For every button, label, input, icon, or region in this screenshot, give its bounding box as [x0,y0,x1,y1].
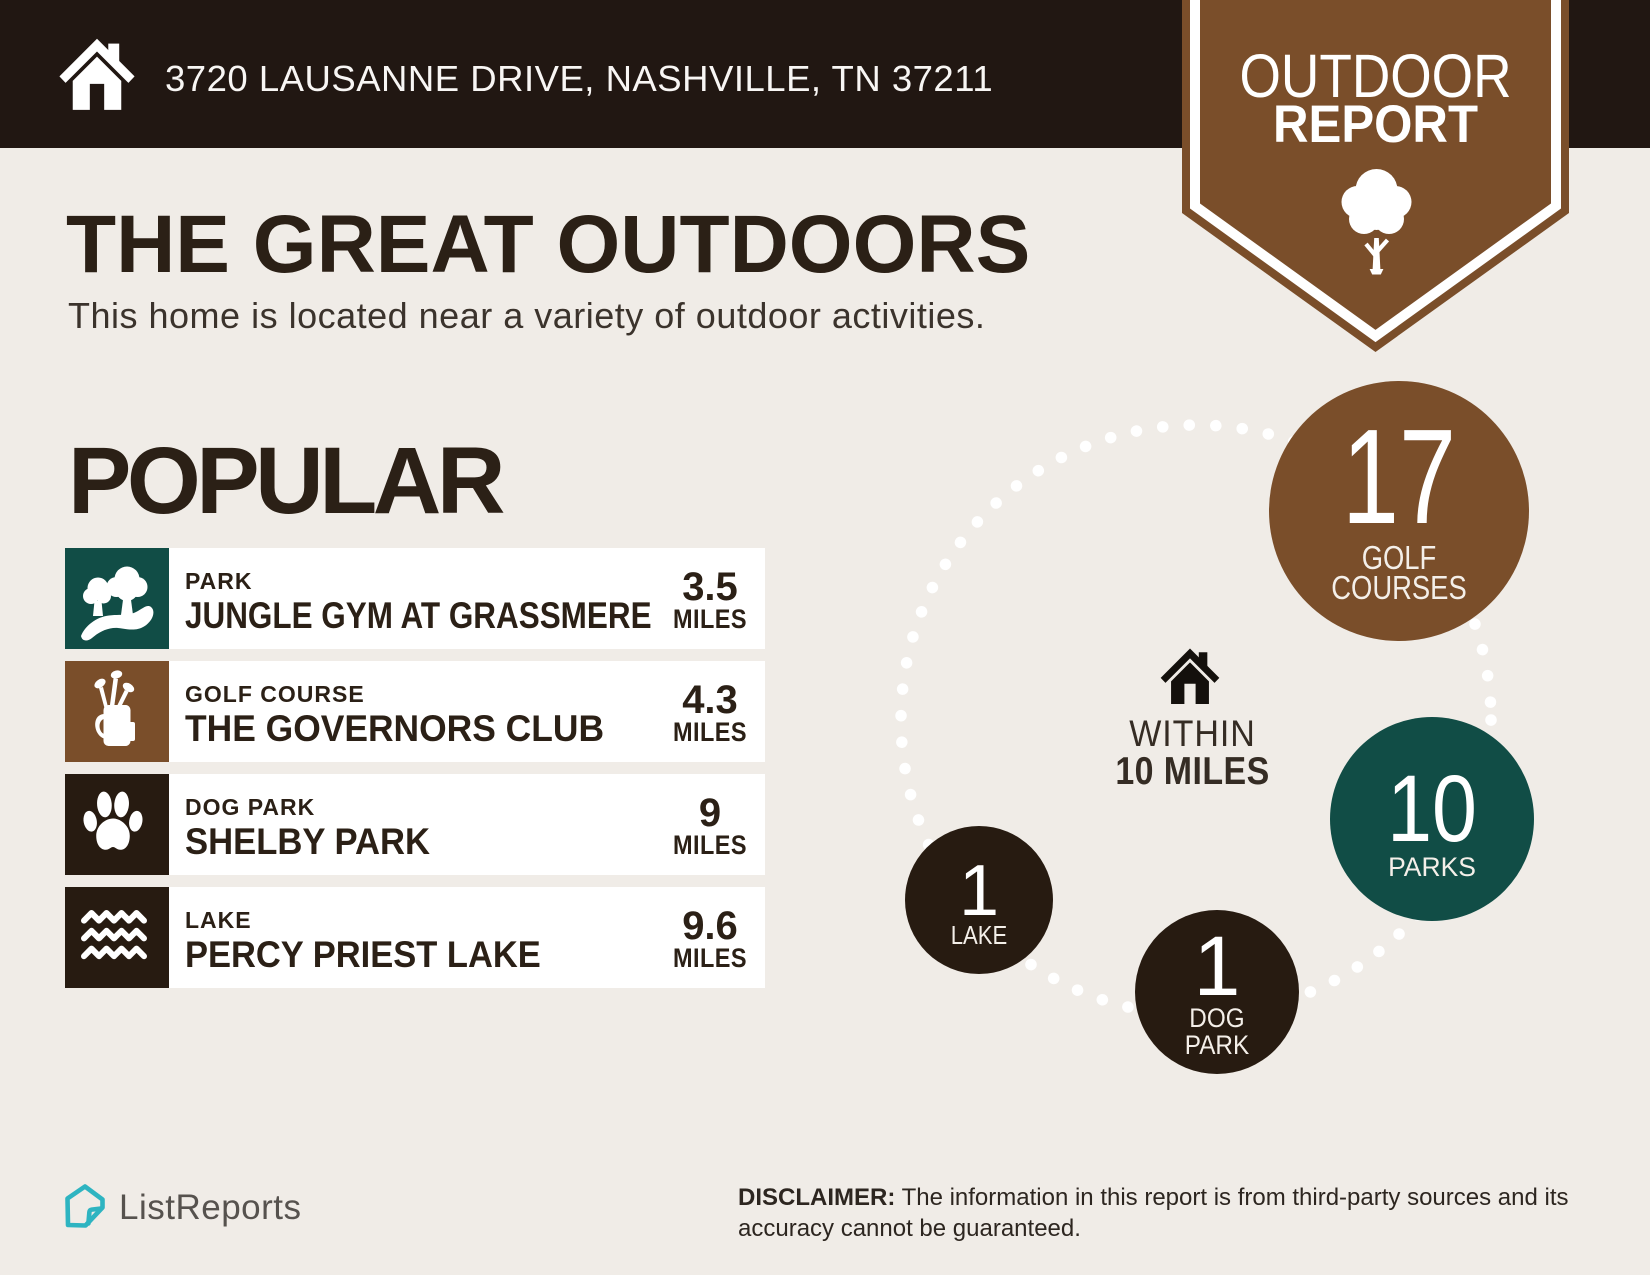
svg-text:REPORT: REPORT [1273,95,1478,154]
svg-text:OUTDOOR: OUTDOOR [1240,42,1512,110]
